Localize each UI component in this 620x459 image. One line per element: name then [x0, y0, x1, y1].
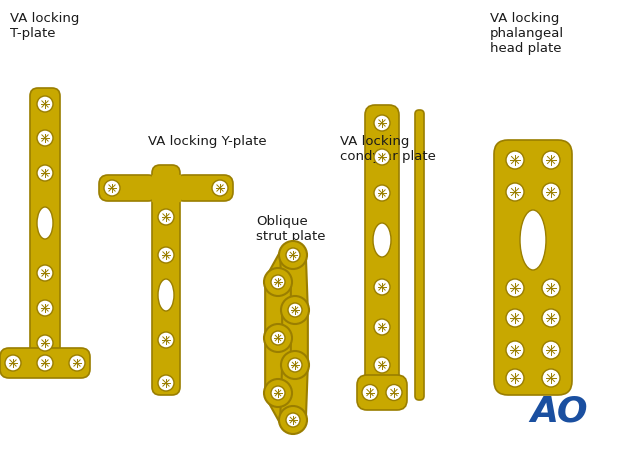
Circle shape — [362, 385, 378, 401]
Circle shape — [506, 341, 524, 359]
Circle shape — [271, 386, 285, 400]
Circle shape — [264, 324, 292, 352]
Circle shape — [374, 149, 390, 165]
Circle shape — [542, 183, 560, 201]
Text: VA locking Y-plate: VA locking Y-plate — [148, 135, 267, 148]
Circle shape — [37, 130, 53, 146]
Circle shape — [374, 319, 390, 335]
Text: Oblique
strut plate: Oblique strut plate — [256, 215, 326, 243]
Circle shape — [374, 357, 390, 373]
FancyBboxPatch shape — [415, 110, 424, 400]
Circle shape — [264, 268, 292, 296]
Text: VA locking
phalangeal
head plate: VA locking phalangeal head plate — [490, 12, 564, 55]
FancyBboxPatch shape — [365, 105, 399, 405]
Circle shape — [374, 185, 390, 201]
Circle shape — [506, 369, 524, 387]
Circle shape — [386, 385, 402, 401]
Circle shape — [281, 351, 309, 379]
FancyBboxPatch shape — [494, 140, 572, 395]
Circle shape — [288, 303, 302, 317]
FancyBboxPatch shape — [357, 375, 407, 410]
Circle shape — [374, 115, 390, 131]
Circle shape — [279, 241, 307, 269]
Text: VA locking
T-plate: VA locking T-plate — [10, 12, 79, 40]
Circle shape — [286, 413, 300, 427]
Circle shape — [279, 406, 307, 434]
FancyBboxPatch shape — [30, 88, 60, 363]
Circle shape — [506, 183, 524, 201]
Circle shape — [69, 355, 85, 371]
Circle shape — [542, 341, 560, 359]
Circle shape — [281, 296, 309, 324]
Text: AO: AO — [530, 395, 588, 429]
Ellipse shape — [520, 210, 546, 270]
Circle shape — [542, 369, 560, 387]
Circle shape — [37, 335, 53, 351]
Circle shape — [158, 332, 174, 348]
Circle shape — [5, 355, 21, 371]
Circle shape — [158, 247, 174, 263]
FancyBboxPatch shape — [0, 348, 90, 378]
Circle shape — [374, 279, 390, 295]
Text: VA locking
condylar plate: VA locking condylar plate — [340, 135, 436, 163]
Circle shape — [37, 300, 53, 316]
FancyBboxPatch shape — [175, 175, 233, 201]
Circle shape — [542, 279, 560, 297]
Circle shape — [542, 151, 560, 169]
FancyBboxPatch shape — [99, 175, 157, 201]
Ellipse shape — [158, 279, 174, 311]
Circle shape — [506, 309, 524, 327]
Circle shape — [506, 279, 524, 297]
Circle shape — [37, 355, 53, 371]
FancyBboxPatch shape — [152, 165, 180, 395]
Circle shape — [37, 165, 53, 181]
Circle shape — [288, 358, 302, 372]
Circle shape — [271, 331, 285, 345]
Circle shape — [104, 180, 120, 196]
Circle shape — [271, 275, 285, 289]
Circle shape — [212, 180, 228, 196]
Circle shape — [37, 96, 53, 112]
Circle shape — [506, 151, 524, 169]
Circle shape — [542, 309, 560, 327]
Circle shape — [286, 248, 300, 262]
Circle shape — [37, 265, 53, 281]
Ellipse shape — [37, 207, 53, 239]
Circle shape — [158, 209, 174, 225]
Circle shape — [158, 375, 174, 391]
Circle shape — [264, 379, 292, 407]
Polygon shape — [152, 175, 180, 201]
Ellipse shape — [373, 223, 391, 257]
